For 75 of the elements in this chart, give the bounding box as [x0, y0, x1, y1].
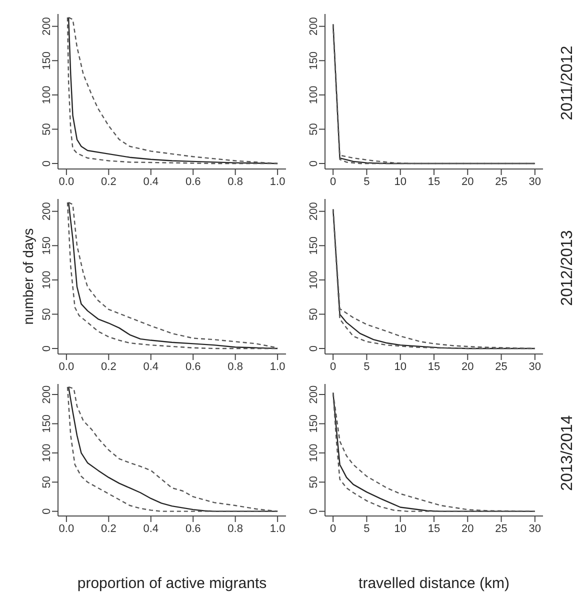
x-tick-label: 0 — [330, 360, 336, 373]
y-tick-label: 50 — [308, 308, 320, 320]
x-tick-label: 30 — [528, 176, 542, 188]
y-tick-label: 50 — [41, 123, 53, 136]
text: 0.0 — [58, 522, 74, 535]
y-tick-label: 100 — [308, 270, 320, 290]
text: 0.0 — [58, 360, 74, 373]
text: 1.0 — [270, 176, 286, 188]
text: 2011/2012 — [559, 46, 577, 120]
y-tick-label: 200 — [308, 202, 320, 221]
text: 1.0 — [270, 360, 286, 373]
y-tick-label: 200 — [308, 385, 320, 404]
x-tick-label: 0.8 — [228, 360, 243, 373]
y-tick-label: 0 — [41, 345, 53, 352]
x-tick-label: 30 — [528, 360, 542, 373]
y-tick-label: 100 — [41, 444, 53, 462]
x-tick-label: 0.2 — [101, 360, 116, 373]
y-tick-label: 50 — [41, 476, 53, 488]
y-tick-label: 50 — [308, 123, 320, 136]
y-tick-label: 100 — [41, 270, 53, 290]
x-tick-label: 5 — [364, 360, 370, 373]
x-tick-label: 0.2 — [101, 176, 116, 188]
x-tick-label: 5 — [364, 522, 370, 535]
y-tick-label: 200 — [41, 385, 53, 404]
y-tick-label: 200 — [308, 17, 320, 36]
x-tick-label: 0.4 — [143, 176, 159, 188]
x-tick-label: 25 — [495, 522, 508, 535]
y-tick-label: 150 — [41, 236, 53, 255]
x-tick-label: 20 — [462, 176, 474, 188]
y-axis-title: number of days — [20, 228, 36, 325]
x-tick-label: 0.8 — [228, 522, 243, 535]
x-tick-label: 0.2 — [101, 522, 116, 535]
x-tick-label: 30 — [528, 522, 542, 535]
x-tick-label: 10 — [394, 522, 406, 535]
x-tick-label: 25 — [495, 360, 508, 373]
y-tick-label: 200 — [41, 202, 53, 221]
x-tick-label: 5 — [364, 176, 370, 188]
x-tick-label: 0.4 — [143, 360, 159, 373]
y-tick-label: 100 — [308, 86, 320, 104]
y-tick-label: 200 — [41, 17, 53, 36]
y-tick-label: 0 — [308, 508, 320, 514]
x-tick-label: 25 — [495, 176, 508, 188]
x-axis-title: travelled distance (km) — [358, 575, 510, 592]
x-tick-label: 10 — [394, 176, 406, 188]
x-tick-label: 10 — [394, 360, 406, 373]
y-tick-label: 100 — [41, 86, 53, 104]
text: 2013/2014 — [559, 415, 577, 491]
y-tick-label: 150 — [41, 414, 53, 433]
text: 1.0 — [270, 522, 286, 535]
y-tick-label: 100 — [308, 444, 320, 462]
y-tick-label: 150 — [308, 236, 320, 255]
y-tick-label: 0 — [308, 345, 320, 352]
x-tick-label: 0.6 — [185, 360, 201, 373]
x-tick-label: 20 — [462, 360, 474, 373]
x-tick-label: 15 — [428, 360, 440, 373]
y-tick-label: 50 — [41, 308, 53, 320]
text: 2012/2013 — [559, 230, 577, 306]
y-tick-label: 150 — [41, 51, 53, 70]
y-tick-label: 50 — [308, 476, 320, 488]
x-tick-label: 0 — [330, 176, 336, 188]
x-tick-label: 0 — [330, 522, 336, 535]
x-tick-label: 0.8 — [228, 176, 243, 188]
y-tick-label: 0 — [308, 160, 320, 167]
y-tick-label: 0 — [41, 160, 53, 167]
x-tick-label: 0.4 — [143, 522, 159, 535]
x-axis-title: proportion of active migrants — [77, 575, 267, 592]
x-tick-label: 15 — [428, 176, 440, 188]
x-tick-label: 0.6 — [185, 522, 201, 535]
text: 0.0 — [58, 176, 74, 188]
y-tick-label: 150 — [308, 414, 320, 433]
y-tick-label: 0 — [41, 508, 53, 514]
y-tick-label: 150 — [308, 51, 320, 70]
x-tick-label: 0.6 — [185, 176, 201, 188]
x-tick-label: 20 — [462, 522, 474, 535]
x-tick-label: 15 — [428, 522, 440, 535]
